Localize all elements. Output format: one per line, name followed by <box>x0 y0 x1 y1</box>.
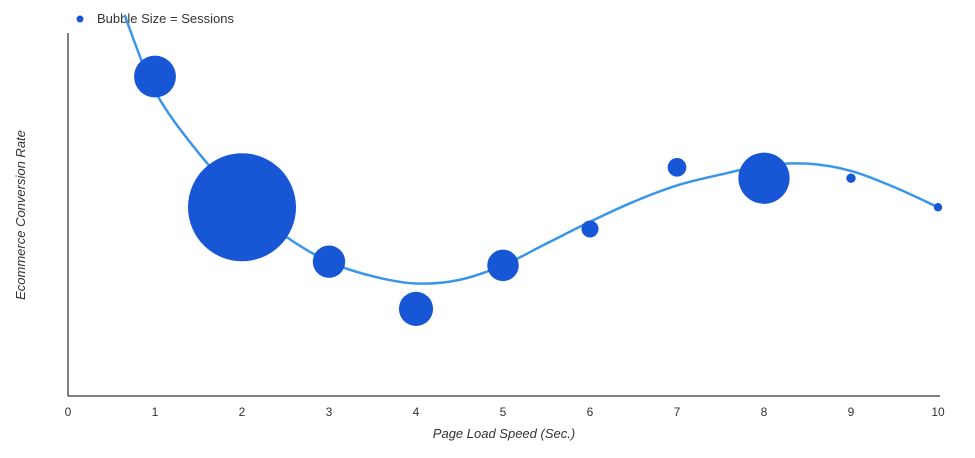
bubbles <box>134 55 943 326</box>
x-tick-label-9: 9 <box>848 405 855 419</box>
bubble-x6 <box>581 220 599 238</box>
bubble-x1 <box>134 55 176 98</box>
x-tick-label-8: 8 <box>761 405 768 419</box>
bubble-x8 <box>738 152 790 204</box>
x-tick-label-10: 10 <box>931 405 945 419</box>
bubble-x4 <box>398 291 434 326</box>
y-axis-title: Ecommerce Conversion Rate <box>13 130 28 300</box>
bubble-x2 <box>188 153 296 262</box>
bubble-x10 <box>933 203 943 212</box>
x-axis-title: Page Load Speed (Sec.) <box>433 426 575 441</box>
bubble-x3 <box>312 245 346 278</box>
legend-label: Bubble Size = Sessions <box>97 11 234 26</box>
x-tick-label-7: 7 <box>674 405 681 419</box>
x-tick-label-1: 1 <box>152 405 159 419</box>
bubble-x5 <box>487 249 519 282</box>
legend-marker <box>76 15 84 23</box>
x-tick-label-4: 4 <box>413 405 420 419</box>
bubble-x9 <box>846 173 856 183</box>
x-tick-label-5: 5 <box>500 405 507 419</box>
x-tick-label-3: 3 <box>326 405 333 419</box>
x-tick-labels: 0 1 2 3 4 5 6 7 8 9 10 <box>65 405 945 419</box>
legend: Bubble Size = Sessions <box>76 11 234 26</box>
x-tick-label-6: 6 <box>587 405 594 419</box>
bubble-x7 <box>667 157 687 177</box>
x-tick-label-0: 0 <box>65 405 72 419</box>
x-tick-label-2: 2 <box>239 405 246 419</box>
